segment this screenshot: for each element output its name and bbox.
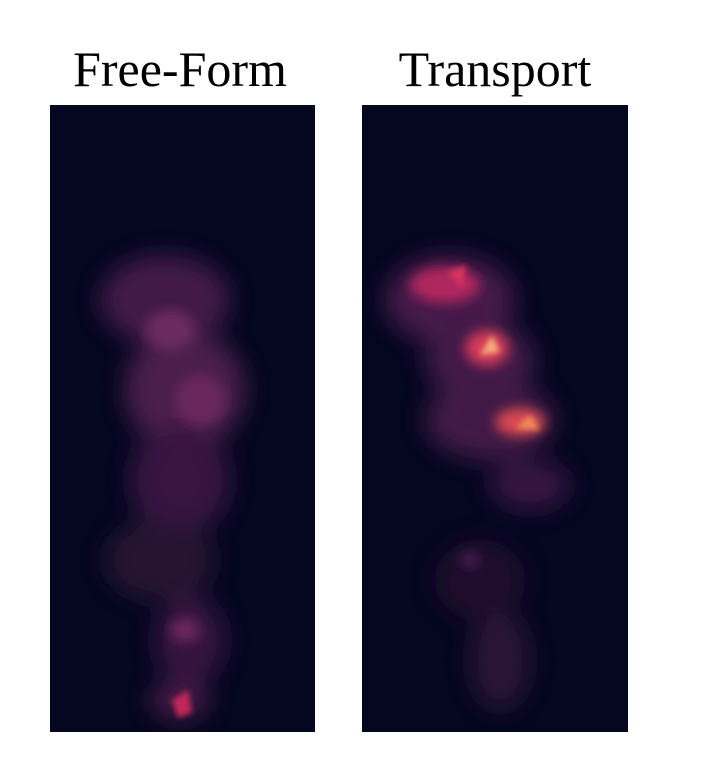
heatmap-panel	[362, 105, 628, 732]
heatmap-panel	[50, 105, 315, 732]
panel-title: Free-Form	[73, 41, 287, 97]
panel-title: Transport	[399, 41, 592, 97]
